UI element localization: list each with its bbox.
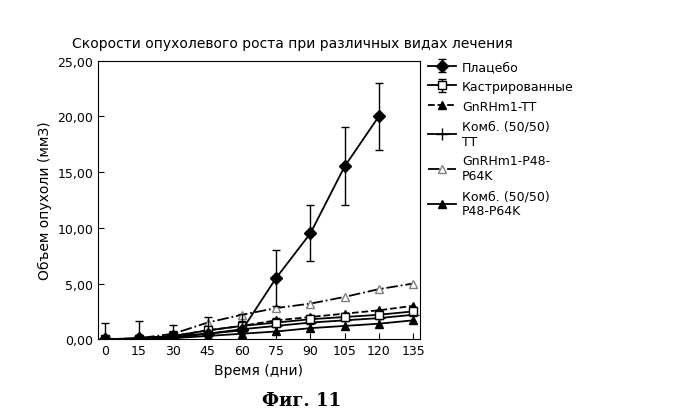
GnRHm1-TT: [374, 308, 383, 313]
Комб. (50/50)
P48-P64K: [374, 321, 383, 326]
Комб. (50/50)
P48-P64K: [306, 326, 314, 331]
Комб. (50/50)
P48-P64K: [409, 318, 417, 323]
Комб. (50/50)
TT: [169, 335, 178, 340]
Комб. (50/50)
P48-P64K: [101, 337, 109, 342]
Комб. (50/50)
TT: [204, 331, 212, 336]
GnRHm1-TT: [409, 303, 417, 308]
GnRHm1-P48-
P64K: [135, 336, 143, 341]
Legend: Плацебо, Кастрированные, GnRHm1-TT, Комб. (50/50)
TT, GnRHm1-P48-
P64K, Комб. (5: Плацебо, Кастрированные, GnRHm1-TT, Комб…: [424, 56, 579, 223]
GnRHm1-TT: [306, 315, 314, 320]
Комб. (50/50)
TT: [340, 318, 349, 323]
GnRHm1-P48-
P64K: [306, 301, 314, 306]
Line: Комб. (50/50)
P48-P64K: Комб. (50/50) P48-P64K: [101, 317, 417, 344]
Text: Фиг. 11: Фиг. 11: [262, 391, 340, 409]
Комб. (50/50)
TT: [101, 337, 109, 342]
GnRHm1-P48-
P64K: [340, 295, 349, 300]
GnRHm1-P48-
P64K: [409, 281, 417, 286]
Комб. (50/50)
P48-P64K: [272, 329, 280, 334]
Line: GnRHm1-TT: GnRHm1-TT: [101, 302, 417, 344]
GnRHm1-P48-
P64K: [204, 320, 212, 325]
Text: Скорости опухолевого роста при различных видах лечения: Скорости опухолевого роста при различных…: [72, 36, 513, 50]
Комб. (50/50)
TT: [272, 324, 280, 328]
GnRHm1-TT: [340, 311, 349, 316]
Y-axis label: Объем опухоли (ммЗ): Объем опухоли (ммЗ): [38, 121, 52, 279]
Комб. (50/50)
P48-P64K: [135, 337, 143, 342]
GnRHm1-TT: [238, 324, 246, 328]
GnRHm1-TT: [135, 337, 143, 342]
GnRHm1-TT: [204, 328, 212, 333]
X-axis label: Время (дни): Время (дни): [214, 363, 304, 377]
GnRHm1-P48-
P64K: [272, 306, 280, 311]
Комб. (50/50)
P48-P64K: [169, 336, 178, 341]
GnRHm1-TT: [272, 318, 280, 323]
GnRHm1-P48-
P64K: [238, 312, 246, 317]
Комб. (50/50)
TT: [374, 316, 383, 321]
Line: Комб. (50/50)
TT: Комб. (50/50) TT: [99, 310, 419, 345]
Комб. (50/50)
P48-P64K: [340, 324, 349, 328]
GnRHm1-P48-
P64K: [101, 337, 109, 342]
Комб. (50/50)
TT: [409, 312, 417, 317]
GnRHm1-TT: [169, 334, 178, 339]
Line: GnRHm1-P48-
P64K: GnRHm1-P48- P64K: [101, 280, 417, 344]
Комб. (50/50)
TT: [306, 320, 314, 325]
GnRHm1-TT: [101, 337, 109, 342]
GnRHm1-P48-
P64K: [374, 287, 383, 292]
Комб. (50/50)
TT: [135, 337, 143, 342]
GnRHm1-P48-
P64K: [169, 331, 178, 336]
Комб. (50/50)
TT: [238, 327, 246, 332]
Комб. (50/50)
P48-P64K: [204, 334, 212, 339]
Комб. (50/50)
P48-P64K: [238, 331, 246, 336]
